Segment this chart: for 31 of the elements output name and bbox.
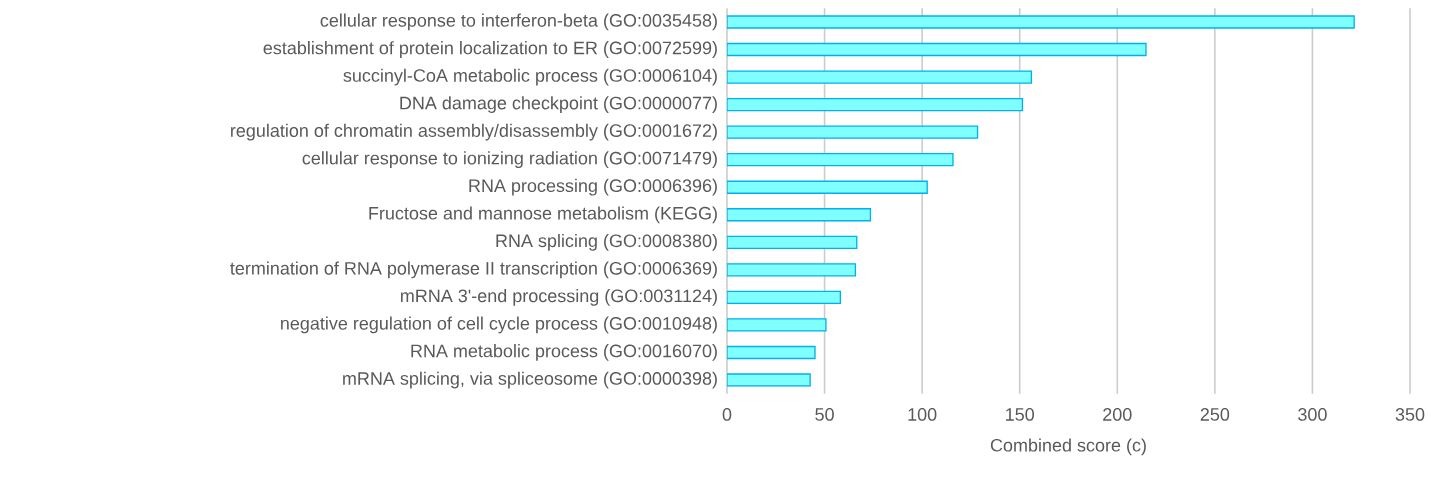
y-tick-label: RNA processing (GO:0006396) <box>469 178 717 196</box>
x-tick-label: 300 <box>1298 408 1327 421</box>
bar <box>727 42 1147 57</box>
bar <box>727 97 1024 112</box>
bar <box>727 180 928 194</box>
y-tick-label: establishment of protein localization to ER (GO:0072599) <box>263 41 717 58</box>
y-tick-label: RNA splicing (GO:0008380) <box>496 233 717 251</box>
y-tick-label: cellular response to interferon-beta (GO:0035458) <box>320 13 717 31</box>
bar <box>727 235 858 249</box>
y-tick-label: RNA metabolic process (GO:0016070) <box>411 344 717 361</box>
y-tick-label: succinyl-CoA metabolic process (GO:0006104) <box>343 68 717 86</box>
y-tick-label: mRNA 3'-end processing (GO:0031124) <box>401 289 717 306</box>
bar <box>727 153 954 167</box>
y-tick-label: mRNA splicing, via spliceosome (GO:0000398) <box>343 371 717 389</box>
bar <box>727 345 816 360</box>
x-tick-label: 350 <box>1395 408 1425 421</box>
y-tick-label: Fructose and mannose metabolism (KEGG) <box>369 206 717 224</box>
y-tick-label: termination of RNA polymerase II transcription (GO:0006369) <box>230 261 717 279</box>
y-tick-label: regulation of chromatin assembly/disassembly (GO:0001672) <box>231 123 717 141</box>
x-axis-title: Combined score (c) <box>990 438 1146 456</box>
y-tick-label: cellular response to ionizing radiation (GO:0071479) <box>302 151 717 169</box>
x-tick-label: 50 <box>815 408 834 421</box>
x-tick-label: 100 <box>908 408 937 421</box>
x-tick-label: 150 <box>1006 408 1035 421</box>
x-tick-label: 200 <box>1103 408 1132 421</box>
y-tick-label: DNA damage checkpoint (GO:0000077) <box>400 96 717 113</box>
x-tick-label: 0 <box>722 408 732 421</box>
y-tick-label: negative regulation of cell cycle process (GO:0010948) <box>281 316 717 334</box>
x-tick-label: 250 <box>1200 408 1230 421</box>
bar <box>727 290 842 305</box>
bar <box>727 208 872 222</box>
